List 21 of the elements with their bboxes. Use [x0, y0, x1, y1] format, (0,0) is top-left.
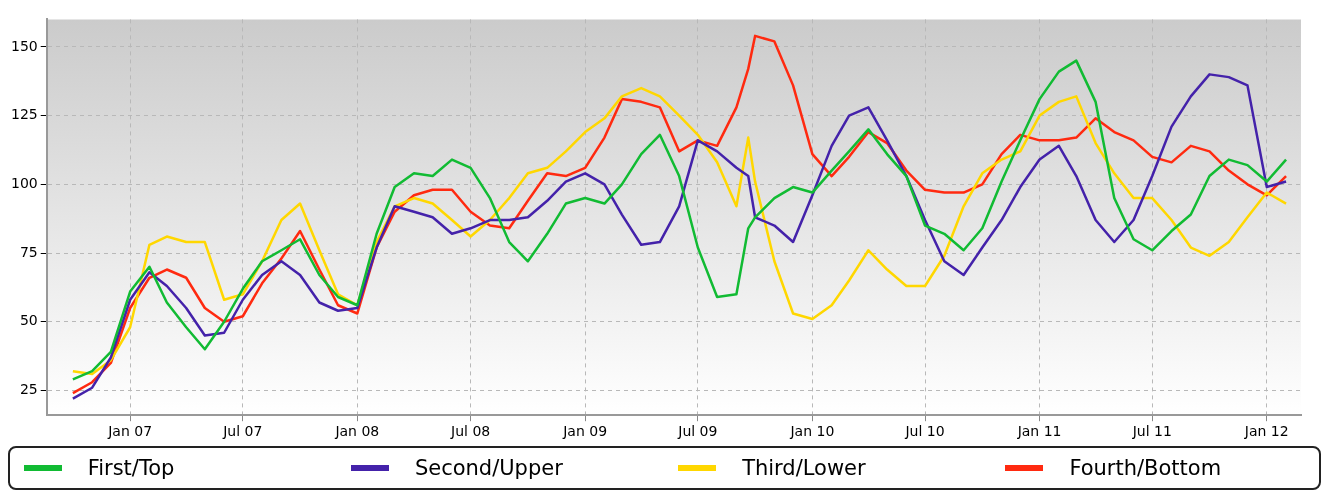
y-tick-label: 125 [10, 106, 38, 123]
y-tick-label: 25 [19, 381, 38, 398]
x-tick-label: Jul 08 [450, 423, 491, 440]
x-tick-label: Jul 10 [904, 423, 945, 440]
x-tick-label: Jan 11 [1016, 423, 1062, 440]
y-tick-label: 50 [19, 312, 38, 329]
x-tick-label: Jan 08 [334, 423, 380, 440]
x-tick-label: Jul 11 [1131, 423, 1172, 440]
legend-label: Fourth/Bottom [1069, 456, 1222, 480]
x-tick-label: Jul 09 [677, 423, 718, 440]
legend-label: Third/Lower [742, 456, 866, 480]
x-tick-label: Jan 10 [789, 423, 835, 440]
legend-label: Second/Upper [414, 456, 563, 480]
x-tick-label: Jul 07 [222, 423, 263, 440]
y-tick-label: 100 [10, 174, 38, 191]
x-tick-label: Jan 12 [1243, 423, 1289, 440]
y-tick-label: 150 [10, 37, 38, 54]
x-tick-label: Jan 09 [562, 423, 608, 440]
legend-label: First/Top [87, 456, 175, 480]
x-tick-label: Jan 07 [107, 423, 153, 440]
y-tick-label: 75 [19, 243, 38, 260]
